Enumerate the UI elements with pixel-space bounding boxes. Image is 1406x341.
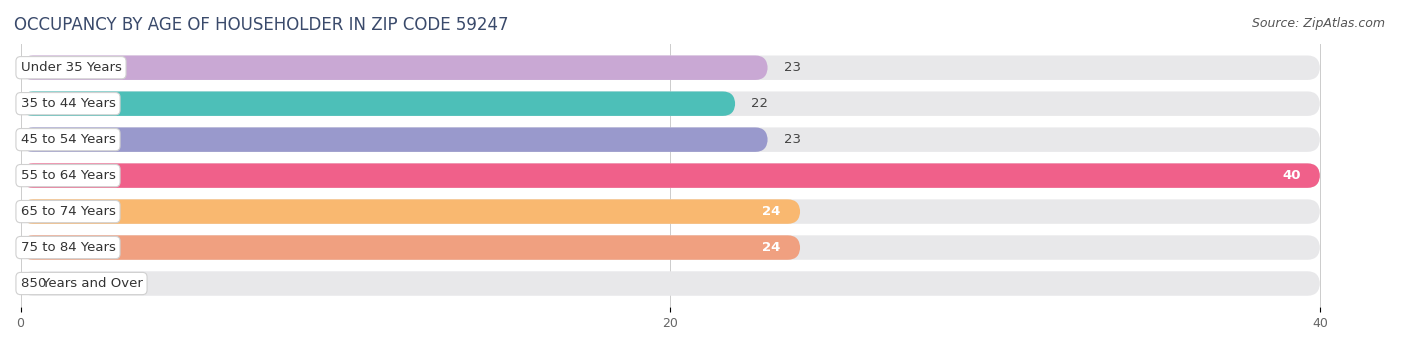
Text: 24: 24 (762, 205, 780, 218)
FancyBboxPatch shape (21, 56, 1320, 80)
FancyBboxPatch shape (21, 199, 800, 224)
Text: 24: 24 (762, 241, 780, 254)
FancyBboxPatch shape (21, 128, 1320, 152)
FancyBboxPatch shape (21, 163, 1320, 188)
Text: 23: 23 (785, 61, 801, 74)
Text: 65 to 74 Years: 65 to 74 Years (21, 205, 115, 218)
Text: 23: 23 (785, 133, 801, 146)
Text: OCCUPANCY BY AGE OF HOUSEHOLDER IN ZIP CODE 59247: OCCUPANCY BY AGE OF HOUSEHOLDER IN ZIP C… (14, 16, 509, 34)
FancyBboxPatch shape (21, 199, 1320, 224)
Text: 40: 40 (1282, 169, 1301, 182)
Text: 35 to 44 Years: 35 to 44 Years (21, 97, 115, 110)
Text: 85 Years and Over: 85 Years and Over (21, 277, 142, 290)
Text: 0: 0 (37, 277, 45, 290)
FancyBboxPatch shape (21, 235, 800, 260)
FancyBboxPatch shape (21, 91, 735, 116)
FancyBboxPatch shape (21, 163, 1320, 188)
Text: Under 35 Years: Under 35 Years (21, 61, 121, 74)
Text: 75 to 84 Years: 75 to 84 Years (21, 241, 115, 254)
Text: Source: ZipAtlas.com: Source: ZipAtlas.com (1251, 17, 1385, 30)
Text: 45 to 54 Years: 45 to 54 Years (21, 133, 115, 146)
FancyBboxPatch shape (21, 91, 1320, 116)
FancyBboxPatch shape (21, 271, 1320, 296)
Text: 55 to 64 Years: 55 to 64 Years (21, 169, 115, 182)
Text: 22: 22 (751, 97, 769, 110)
FancyBboxPatch shape (21, 235, 1320, 260)
FancyBboxPatch shape (21, 56, 768, 80)
FancyBboxPatch shape (21, 128, 768, 152)
